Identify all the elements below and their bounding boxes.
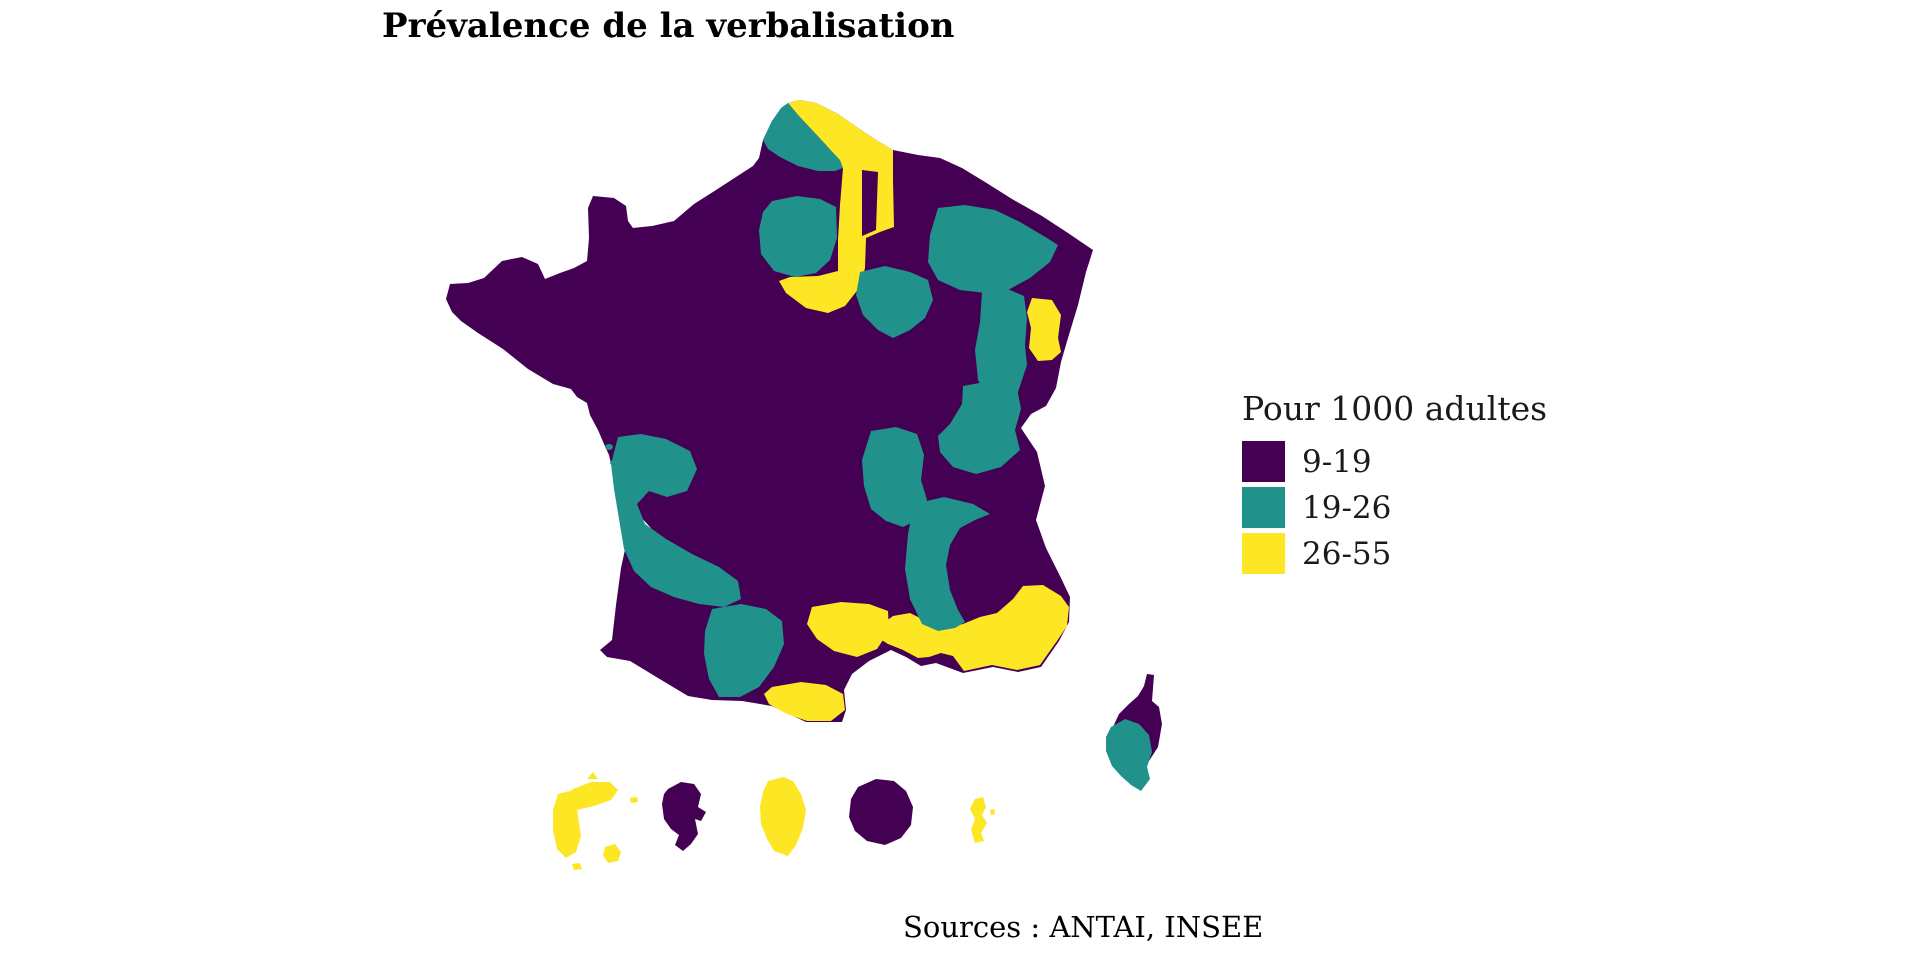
- region-east-yellow: [1027, 298, 1061, 361]
- region-north-coast-teal: [763, 103, 843, 171]
- legend-title: Pour 1000 adultes: [1242, 389, 1548, 428]
- legend-item-high: 26-55: [1242, 533, 1602, 574]
- legend-label-high: 26-55: [1302, 535, 1392, 572]
- legend-swatch-high: [1242, 533, 1285, 574]
- region-overseas-1-islet-south: [603, 844, 621, 863]
- region-rhone-crescent-teal: [905, 497, 990, 631]
- legend-swatch-mid: [1242, 487, 1285, 528]
- overseas-territories: [553, 772, 995, 870]
- mainland-france: [446, 100, 1093, 722]
- region-island-re-teal: [605, 444, 613, 450]
- region-north-yellow-band: [779, 100, 894, 313]
- region-island-oleron-teal: [610, 460, 620, 466]
- region-alpes-north-teal: [938, 380, 1021, 474]
- region-northeast-teal-lobe: [856, 266, 933, 338]
- region-southwest-teal: [704, 604, 784, 697]
- legend-swatch-low: [1242, 441, 1285, 482]
- source-caption: Sources : ANTAI, INSEE: [903, 910, 1264, 944]
- region-overseas-1-wing-west: [553, 791, 581, 858]
- region-pyrenees-yellow: [764, 682, 845, 721]
- region-paris-basin-teal: [759, 196, 837, 277]
- chart-title: Prévalence de la verbalisation: [382, 6, 955, 46]
- region-mediterranean-yellow: [876, 585, 1069, 671]
- region-overseas-1-islet-north: [587, 772, 598, 779]
- region-franche-comte-teal: [975, 288, 1027, 407]
- region-west-atlantic-teal: [611, 434, 741, 607]
- region-northeast-teal: [928, 205, 1058, 293]
- region-loire-teal: [862, 427, 927, 527]
- legend-label-mid: 19-26: [1302, 489, 1392, 526]
- legend-label-low: 9-19: [1302, 443, 1372, 480]
- region-corsica-south-teal: [1106, 719, 1152, 791]
- corsica: [1106, 674, 1162, 791]
- region-overseas-5-yellow: [970, 797, 987, 843]
- region-overseas-1-islet-dot1: [572, 863, 582, 870]
- region-overseas-1-islet-dot2: [630, 797, 638, 803]
- region-overseas-4-purple: [849, 779, 913, 845]
- region-overseas-5-dot: [990, 809, 995, 815]
- region-north-purple-wedge: [862, 170, 878, 236]
- legend: Pour 1000 adultes 9-19 19-26 26-55: [1242, 392, 1602, 579]
- region-languedoc-yellow: [807, 602, 889, 657]
- region-overseas-3-yellow: [760, 777, 806, 856]
- region-overseas-2-purple: [662, 782, 706, 851]
- legend-item-low: 9-19: [1242, 441, 1602, 482]
- legend-item-mid: 19-26: [1242, 487, 1602, 528]
